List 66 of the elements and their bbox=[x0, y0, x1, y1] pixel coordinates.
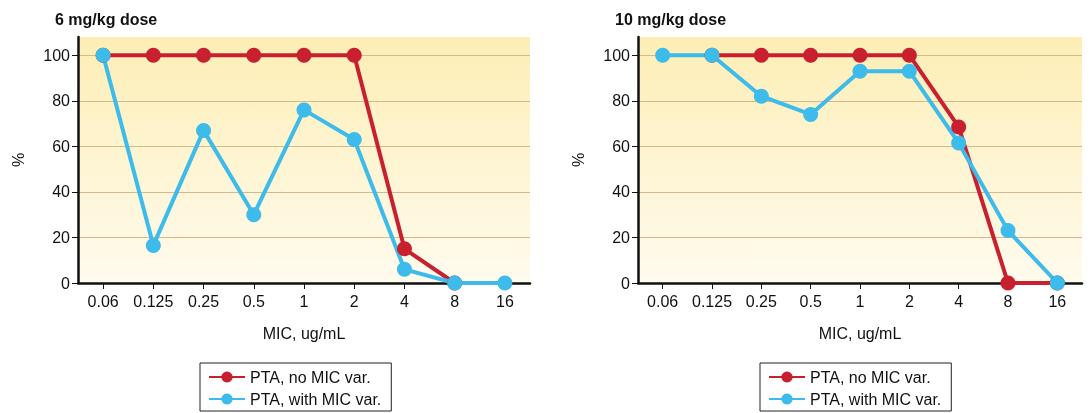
y-tick-label: 0 bbox=[61, 274, 71, 292]
point bbox=[655, 47, 671, 63]
point bbox=[296, 102, 312, 118]
legend-label: PTA, no MIC var. bbox=[810, 368, 931, 386]
x-tick-label: 0.5 bbox=[799, 292, 822, 310]
point bbox=[396, 241, 412, 257]
chart-title: 10 mg/kg dose bbox=[615, 10, 727, 28]
point bbox=[196, 122, 212, 138]
x-tick-label: 8 bbox=[450, 292, 460, 310]
x-tick-label: 0.125 bbox=[691, 292, 733, 310]
x-tick-label: 0.125 bbox=[133, 292, 174, 310]
x-tick-label: 2 bbox=[904, 292, 914, 310]
point bbox=[803, 106, 819, 122]
x-tick-label: 0.5 bbox=[242, 292, 265, 310]
y-tick-label: 40 bbox=[52, 183, 71, 201]
point bbox=[951, 119, 967, 135]
point bbox=[852, 47, 868, 63]
x-tick-label: 4 bbox=[954, 292, 964, 310]
x-tick-label: 16 bbox=[1048, 292, 1067, 310]
point bbox=[145, 237, 161, 253]
x-tick-label: 0.25 bbox=[187, 292, 220, 310]
x-tick-label: 0.25 bbox=[745, 292, 778, 310]
point bbox=[246, 47, 262, 63]
y-tick-label: 100 bbox=[43, 46, 71, 64]
x-tick-label: 8 bbox=[1003, 292, 1013, 310]
point bbox=[1000, 223, 1016, 239]
x-tick-label: 1 bbox=[299, 292, 309, 310]
x-axis-title: MIC, ug/mL bbox=[818, 324, 902, 342]
x-tick-label: 0.06 bbox=[647, 292, 679, 310]
point bbox=[803, 47, 819, 63]
point bbox=[196, 47, 212, 63]
point bbox=[753, 47, 769, 63]
y-tick-label: 40 bbox=[612, 183, 631, 201]
y-tick-label: 100 bbox=[603, 46, 631, 64]
point bbox=[951, 135, 967, 151]
x-tick-label: 4 bbox=[399, 292, 409, 310]
y-axis-title: % bbox=[9, 152, 27, 168]
y-tick-label: 60 bbox=[612, 137, 631, 155]
y-tick-label: 80 bbox=[612, 92, 631, 110]
point bbox=[145, 47, 161, 63]
point bbox=[246, 207, 262, 223]
y-tick-label: 60 bbox=[52, 137, 71, 155]
x-tick-label: 1 bbox=[855, 292, 865, 310]
y-tick-label: 20 bbox=[52, 228, 71, 246]
x-tick-label: 2 bbox=[349, 292, 359, 310]
point bbox=[901, 47, 917, 63]
legend-label: PTA, with MIC var. bbox=[810, 390, 942, 408]
y-tick-label: 0 bbox=[621, 274, 631, 292]
x-tick-label: 16 bbox=[495, 292, 514, 310]
point bbox=[346, 47, 362, 63]
legend-label: PTA, with MIC var. bbox=[250, 390, 382, 408]
point bbox=[1000, 275, 1016, 291]
legend-label: PTA, no MIC var. bbox=[250, 368, 371, 386]
point bbox=[901, 63, 917, 79]
chart-title: 6 mg/kg dose bbox=[55, 10, 158, 28]
y-tick-label: 20 bbox=[612, 228, 631, 246]
y-tick-label: 80 bbox=[52, 92, 71, 110]
point bbox=[396, 261, 412, 277]
point bbox=[753, 88, 769, 104]
point bbox=[497, 275, 513, 291]
point bbox=[852, 63, 868, 79]
x-tick-label: 0.06 bbox=[87, 292, 119, 310]
x-axis-title: MIC, ug/mL bbox=[262, 324, 346, 342]
point bbox=[296, 47, 312, 63]
point bbox=[346, 132, 362, 147]
y-axis-title: % bbox=[569, 152, 587, 168]
